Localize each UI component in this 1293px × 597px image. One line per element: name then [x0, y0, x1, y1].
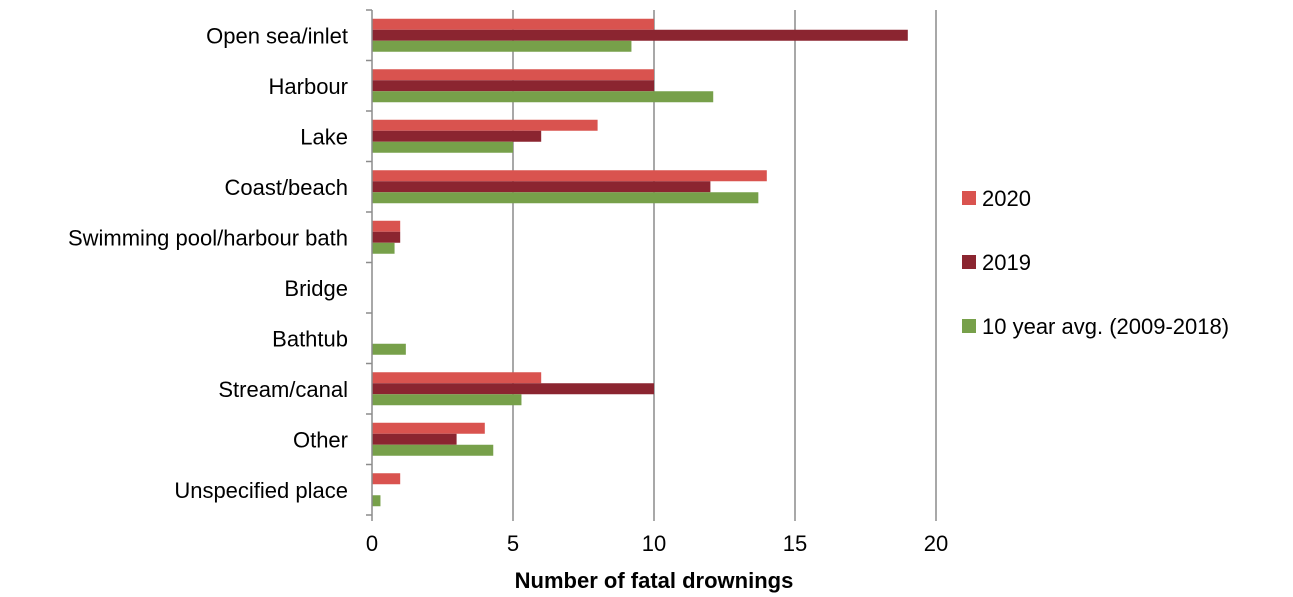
bar-3-2: [372, 192, 759, 204]
bar-2-2: [372, 141, 513, 153]
bar-1-2: [372, 91, 714, 103]
bar-7-2: [372, 394, 522, 406]
bar-1-0: [372, 69, 654, 81]
category-label-2: Lake: [300, 124, 348, 149]
legend: 2020 2019 10 year avg. (2009-2018): [962, 186, 1229, 339]
bar-0-1: [372, 29, 908, 41]
x-tick-labels: 0 5 10 15 20: [366, 531, 948, 556]
bar-0-2: [372, 40, 632, 52]
legend-label-2: 10 year avg. (2009-2018): [982, 314, 1229, 339]
axes: [366, 9, 937, 521]
legend-swatch-1: [962, 255, 976, 269]
bars: [372, 18, 908, 507]
x-tick-label-4: 20: [924, 531, 948, 556]
bar-2-1: [372, 130, 542, 142]
bar-9-2: [372, 495, 381, 507]
bar-0-0: [372, 18, 654, 30]
bar-4-1: [372, 231, 401, 243]
category-label-4: Swimming pool/harbour bath: [68, 225, 348, 250]
bar-6-2: [372, 343, 406, 355]
bar-8-1: [372, 433, 457, 445]
category-labels: Open sea/inlet Harbour Lake Coast/beach Swim…: [68, 23, 348, 503]
category-label-7: Stream/canal: [218, 377, 348, 402]
category-label-1: Harbour: [269, 74, 348, 99]
legend-label-1: 2019: [982, 250, 1031, 275]
category-label-9: Unspecified place: [174, 478, 348, 503]
category-label-6: Bathtub: [272, 326, 348, 351]
bar-1-1: [372, 80, 654, 92]
x-tick-label-2: 10: [642, 531, 666, 556]
bar-7-1: [372, 383, 654, 395]
bar-7-0: [372, 372, 542, 384]
bar-3-0: [372, 170, 767, 182]
bar-4-2: [372, 242, 395, 254]
legend-swatch-2: [962, 319, 976, 333]
bar-8-2: [372, 444, 494, 456]
x-axis-title: Number of fatal drownings: [515, 568, 794, 593]
x-tick-label-0: 0: [366, 531, 378, 556]
bar-2-0: [372, 119, 598, 131]
x-tick-label-1: 5: [507, 531, 519, 556]
category-label-0: Open sea/inlet: [206, 23, 348, 48]
bar-9-0: [372, 473, 401, 485]
category-label-5: Bridge: [284, 276, 348, 301]
x-tick-label-3: 15: [783, 531, 807, 556]
legend-label-0: 2020: [982, 186, 1031, 211]
bar-8-0: [372, 422, 485, 434]
legend-swatch-0: [962, 191, 976, 205]
category-label-8: Other: [293, 427, 348, 452]
category-label-3: Coast/beach: [224, 175, 348, 200]
bar-3-1: [372, 181, 711, 193]
bar-4-0: [372, 220, 401, 232]
